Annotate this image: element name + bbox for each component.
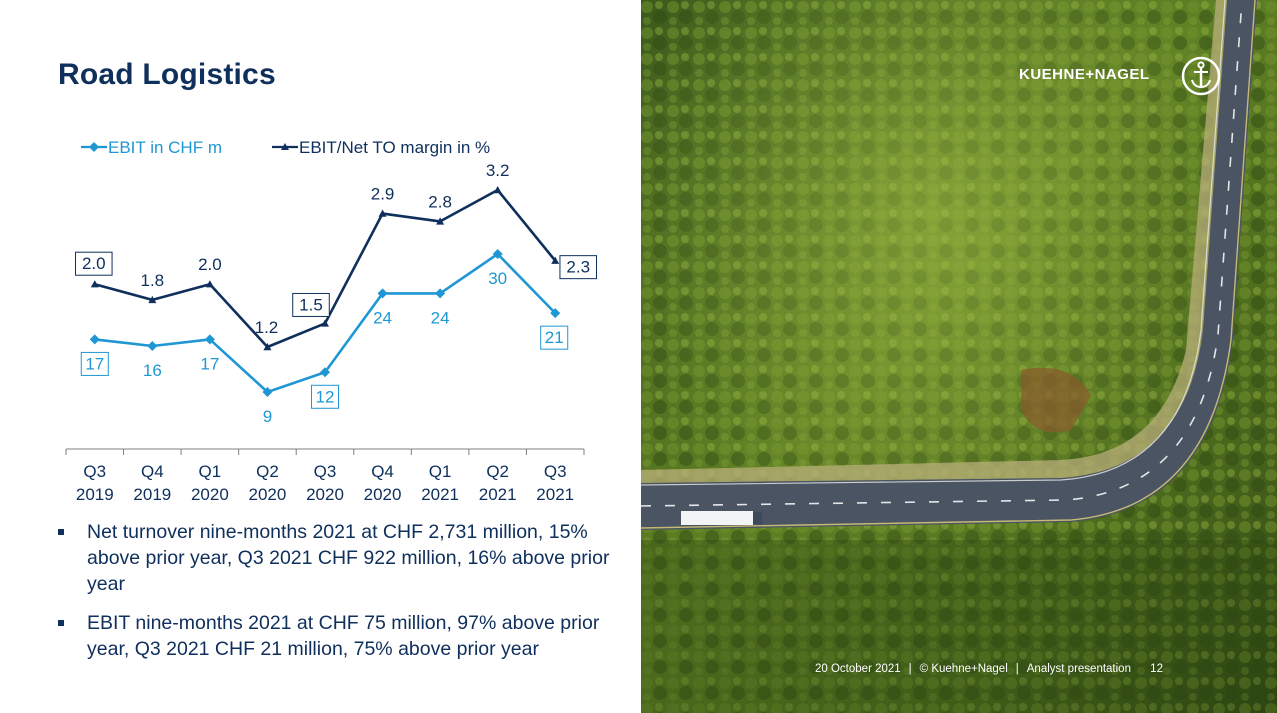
x-tick-label-year: 2021 bbox=[536, 485, 574, 504]
x-tick-label: Q3 2021 bbox=[536, 462, 574, 504]
data-point-ebit bbox=[377, 288, 388, 299]
data-label-ebit: 16 bbox=[143, 361, 162, 380]
x-tick-label: Q4 2020 bbox=[364, 462, 402, 504]
footer-date: 20 October 2021 bbox=[815, 663, 901, 675]
x-tick-label: Q2 2020 bbox=[249, 462, 287, 504]
x-tick-label-year: 2021 bbox=[479, 485, 517, 504]
footer-document: Analyst presentation bbox=[1026, 663, 1131, 675]
x-tick-label: Q3 2020 bbox=[306, 462, 344, 504]
x-tick-label-year: 2019 bbox=[76, 485, 114, 504]
data-point-ebit bbox=[492, 249, 503, 259]
data-point-margin bbox=[148, 295, 157, 304]
data-point-margin bbox=[263, 343, 272, 351]
data-point-ebit bbox=[550, 308, 561, 319]
x-tick-label-year: 2020 bbox=[191, 485, 229, 504]
footer-spacer bbox=[1139, 663, 1142, 675]
x-tick-label: Q2 2021 bbox=[479, 462, 517, 504]
data-point-ebit bbox=[89, 334, 100, 345]
bullet-item-ebit: EBIT nine-months 2021 at CHF 75 million,… bbox=[58, 610, 638, 662]
data-label-margin: 2.8 bbox=[428, 192, 452, 211]
data-label-ebit: 30 bbox=[488, 269, 507, 288]
x-tick-label-quarter: Q3 bbox=[83, 462, 106, 481]
data-label-margin: 2.3 bbox=[566, 258, 590, 277]
bullet-list: Net turnover nine-months 2021 at CHF 2,7… bbox=[58, 519, 638, 675]
x-tick-label: Q1 2021 bbox=[421, 462, 459, 504]
x-tick-label-quarter: Q3 bbox=[544, 462, 567, 481]
data-label-ebit: 21 bbox=[545, 328, 564, 347]
data-label-box bbox=[310, 384, 340, 409]
x-tick-label-quarter: Q4 bbox=[141, 462, 164, 481]
data-label-ebit: 24 bbox=[373, 308, 392, 327]
page-title: Road Logistics bbox=[58, 58, 276, 91]
x-tick-label-year: 2020 bbox=[249, 485, 287, 504]
footer-copyright: © Kuehne+Nagel bbox=[919, 663, 1008, 675]
bullet-icon bbox=[58, 529, 64, 535]
x-tick-label-quarter: Q1 bbox=[199, 462, 222, 481]
data-label-margin: 1.8 bbox=[141, 271, 165, 290]
x-tick-label-year: 2020 bbox=[306, 485, 344, 504]
footer-separator: | bbox=[1015, 663, 1019, 675]
data-point-ebit bbox=[262, 387, 273, 397]
data-point-ebit bbox=[435, 288, 446, 299]
data-label-box bbox=[292, 292, 330, 317]
brand-logo-text: KUEHNE+NAGEL bbox=[1019, 66, 1150, 83]
x-tick-label-year: 2019 bbox=[133, 485, 171, 504]
x-tick-label-quarter: Q2 bbox=[256, 462, 279, 481]
x-tick-label: Q3 2019 bbox=[76, 462, 114, 504]
bullet-item-net-turnover: Net turnover nine-months 2021 at CHF 2,7… bbox=[58, 519, 638, 597]
data-label-margin: 2.0 bbox=[198, 255, 222, 274]
content-panel: Road Logistics Q3 2019 Q4 2019 Q1 2020 Q2 2020 Q… bbox=[58, 58, 638, 675]
bullet-text: Net turnover nine-months 2021 at CHF 2,7… bbox=[87, 521, 610, 595]
x-tick-label: Q1 2020 bbox=[191, 462, 229, 504]
bullet-icon bbox=[58, 620, 64, 626]
legend-diamond-icon bbox=[89, 142, 99, 152]
x-tick-label-quarter: Q1 bbox=[429, 462, 452, 481]
data-point-ebit bbox=[204, 334, 215, 345]
data-label-box bbox=[540, 325, 569, 350]
x-tick-label-quarter: Q4 bbox=[371, 462, 394, 481]
data-label-margin: 3.2 bbox=[486, 161, 510, 180]
data-point-ebit bbox=[320, 367, 330, 378]
data-point-margin bbox=[205, 280, 214, 288]
data-point-ebit bbox=[147, 341, 158, 351]
data-label-ebit: 17 bbox=[200, 354, 219, 373]
footer-page-number: 12 bbox=[1150, 663, 1163, 675]
data-label-ebit: 17 bbox=[85, 354, 104, 373]
data-label-margin: 1.2 bbox=[255, 318, 279, 337]
data-label-margin: 2.0 bbox=[82, 254, 106, 273]
legend-triangle-icon bbox=[281, 143, 289, 150]
data-point-margin bbox=[551, 256, 560, 264]
x-tick-label-year: 2021 bbox=[421, 485, 459, 504]
ebit-margin-line-chart: Q3 2019 Q4 2019 Q1 2020 Q2 2020 Q3 2020 Q4 2020 Q1 20… bbox=[65, 138, 598, 504]
data-label-ebit: 9 bbox=[263, 407, 272, 426]
x-tick-label-quarter: Q3 bbox=[314, 462, 337, 481]
data-label-margin: 2.9 bbox=[371, 185, 395, 204]
data-label-box bbox=[74, 251, 113, 276]
data-point-margin bbox=[378, 209, 387, 217]
data-label-margin: 1.5 bbox=[299, 295, 323, 314]
footer: 20 October 2021 | © Kuehne+Nagel | Analyst p… bbox=[815, 663, 1163, 675]
data-label-box bbox=[80, 351, 109, 376]
aerial-road-forest-image bbox=[641, 0, 1277, 713]
x-tick-label-year: 2020 bbox=[364, 485, 402, 504]
footer-separator: | bbox=[908, 663, 912, 675]
data-point-margin bbox=[493, 186, 502, 194]
data-label-ebit: 24 bbox=[431, 308, 450, 327]
data-point-margin bbox=[321, 319, 329, 327]
legend-label: EBIT in CHF m bbox=[108, 138, 222, 157]
data-label-ebit: 12 bbox=[316, 387, 335, 406]
data-point-margin bbox=[436, 217, 445, 225]
anchor-icon bbox=[1181, 56, 1221, 96]
bullet-text: EBIT nine-months 2021 at CHF 75 million,… bbox=[87, 612, 600, 660]
x-tick-label: Q4 2019 bbox=[133, 462, 171, 504]
data-label-box bbox=[559, 255, 598, 280]
data-point-margin bbox=[90, 280, 99, 288]
legend-label: EBIT/Net TO margin in % bbox=[299, 138, 490, 157]
x-tick-label-quarter: Q2 bbox=[486, 462, 509, 481]
